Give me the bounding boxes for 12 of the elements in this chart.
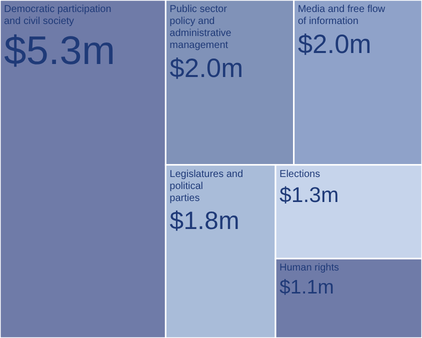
data-label: $2.0m: [298, 29, 372, 59]
data-label: $1.8m: [170, 206, 240, 235]
category-label: Elections: [280, 168, 320, 180]
category-label: Human rights: [280, 262, 339, 274]
category-label: Public sector policy and administrative management: [170, 4, 232, 51]
category-label: Media and free flow of information: [298, 4, 386, 27]
category-label: Legislatures and political parties: [170, 168, 244, 204]
data-label: $1.3m: [280, 182, 339, 207]
data-label: $1.1m: [280, 276, 334, 299]
data-label: $5.3m: [4, 29, 116, 73]
data-label: $2.0m: [170, 53, 244, 83]
category-label: Democratic participation and civil society: [4, 4, 112, 27]
